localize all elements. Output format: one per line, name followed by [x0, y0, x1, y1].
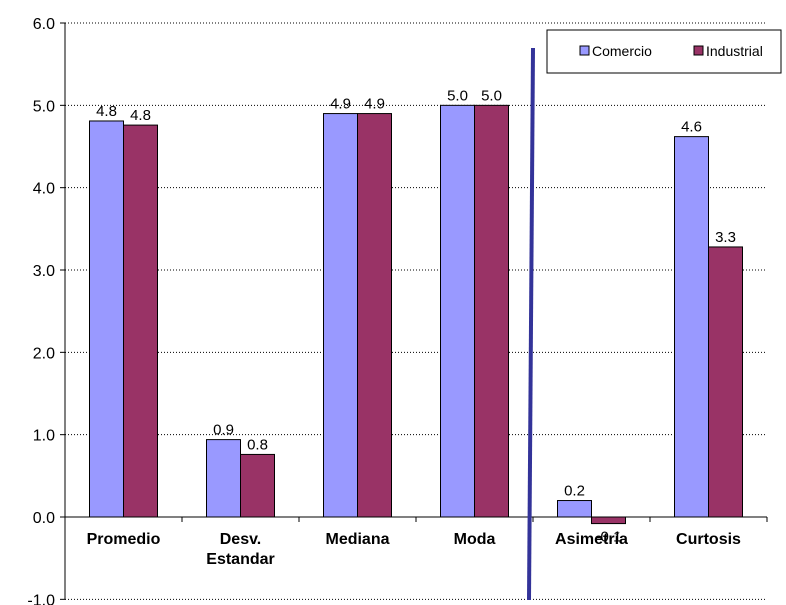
category-labels: Promedio Desv. Estandar Mediana Moda Asimetrí…	[87, 531, 741, 568]
data-label-industrial: 5.0	[481, 87, 502, 104]
bar-comercio	[89, 120, 124, 518]
bar-comercio	[206, 439, 241, 518]
category-label: Curtosis	[676, 531, 741, 548]
category-label: Mediana	[325, 531, 389, 548]
data-label-industrial: 4.9	[364, 96, 385, 113]
y-tick-label: 0.0	[33, 510, 55, 527]
legend-label-industrial: Industrial	[706, 43, 763, 59]
data-label-comercio: 5.0	[447, 87, 468, 104]
axes	[60, 22, 768, 600]
data-label-comercio: 0.9	[213, 422, 234, 439]
y-tick-label: 1.0	[33, 428, 55, 445]
data-label-comercio: 0.2	[564, 483, 585, 500]
bar-industrial	[240, 453, 275, 518]
data-label-industrial: 3.3	[715, 229, 736, 246]
data-label-comercio: 4.9	[330, 96, 351, 113]
bar-industrial	[591, 516, 626, 525]
y-tick-labels: -1.0 0.0 1.0 2.0 3.0 4.0 5.0 6.0	[27, 16, 55, 605]
data-label-industrial: 0.8	[247, 436, 268, 453]
bar-comercio	[323, 113, 358, 518]
category-label: Moda	[454, 531, 496, 548]
bar-comercio	[440, 104, 475, 518]
y-tick-label: 4.0	[33, 181, 55, 198]
gridlines	[65, 22, 767, 600]
bar-comercio	[557, 500, 592, 518]
bar-industrial	[474, 104, 509, 518]
section-divider-line	[527, 47, 535, 601]
data-label-industrial: 4.8	[130, 107, 151, 124]
bar-comercio	[674, 136, 709, 518]
category-label: Asimetría	[555, 531, 628, 548]
legend: Comercio Industrial	[546, 29, 782, 74]
category-label: Promedio	[87, 531, 161, 548]
y-tick-label: 2.0	[33, 345, 55, 362]
legend-swatch-industrial	[693, 45, 704, 56]
data-label-comercio: 4.8	[96, 103, 117, 120]
y-tick-label: 5.0	[33, 98, 55, 115]
legend-label-comercio: Comercio	[592, 43, 652, 59]
y-tick-label: -1.0	[27, 592, 55, 605]
data-label-comercio: 4.6	[681, 119, 702, 136]
bar-industrial	[708, 246, 743, 518]
data-label-industrial: -0.1	[596, 529, 622, 546]
data-labels: 4.8 0.9 4.9 5.0 0.2 4.6 4.8 0.8 4.9 5.0 -0.1 3.3	[96, 87, 736, 545]
bars	[89, 104, 743, 525]
y-tick-label: 3.0	[33, 263, 55, 280]
bar-industrial	[357, 113, 392, 518]
bar-industrial	[123, 124, 158, 518]
y-tick-label: 6.0	[33, 16, 55, 33]
category-label: Desv. Estandar	[206, 531, 274, 568]
legend-swatch-comercio	[579, 45, 590, 56]
